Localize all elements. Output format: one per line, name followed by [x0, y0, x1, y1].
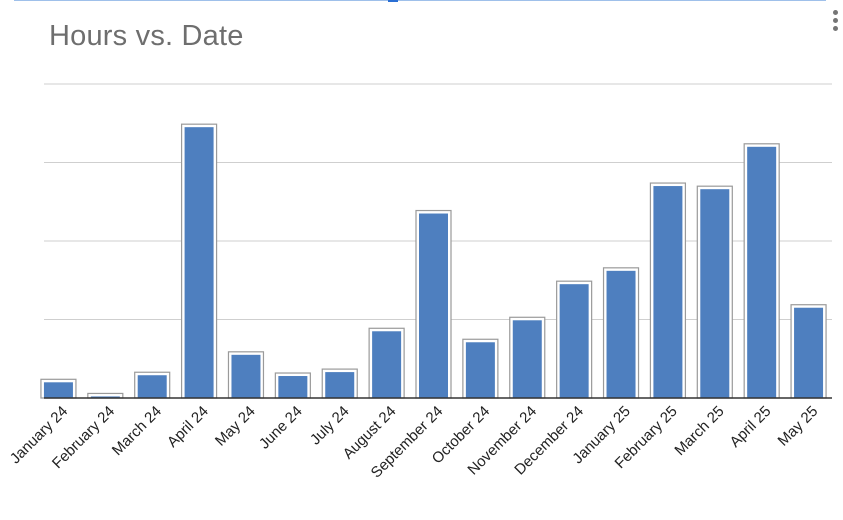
x-tick-label: March 25 — [671, 403, 727, 459]
bar-august-24[interactable] — [372, 331, 402, 398]
bar-july-24[interactable] — [325, 372, 355, 398]
x-tick-label: March 24 — [109, 403, 165, 459]
bars — [40, 123, 827, 399]
x-tick-label: April 24 — [164, 403, 212, 451]
bar-february-24[interactable] — [90, 396, 120, 398]
bar-september-24[interactable] — [419, 213, 448, 398]
chart-title: Hours vs. Date — [49, 20, 244, 52]
bar-april-25[interactable] — [747, 146, 777, 398]
bar-february-25[interactable] — [653, 186, 683, 398]
x-tick-label: May 25 — [775, 403, 822, 450]
bar-april-24[interactable] — [184, 127, 214, 399]
bar-december-24[interactable] — [559, 284, 589, 398]
bar-november-24[interactable] — [512, 320, 542, 398]
bar-january-24[interactable] — [43, 382, 73, 398]
x-tick-label: June 24 — [256, 403, 306, 453]
bar-march-24[interactable] — [137, 375, 167, 398]
x-tick-label: July 24 — [307, 403, 353, 449]
more-vert-icon[interactable] — [830, 10, 840, 36]
bar-may-24[interactable] — [231, 354, 261, 398]
x-tick-label: May 24 — [212, 403, 259, 450]
x-tick-label: April 25 — [727, 403, 775, 451]
bar-june-24[interactable] — [278, 376, 308, 398]
top-scroll-indicator — [388, 0, 398, 2]
bar-january-25[interactable] — [606, 270, 636, 398]
top-border-line — [14, 0, 826, 1]
bar-october-24[interactable] — [465, 342, 495, 398]
bar-may-25[interactable] — [794, 307, 824, 398]
bar-march-25[interactable] — [700, 189, 730, 398]
